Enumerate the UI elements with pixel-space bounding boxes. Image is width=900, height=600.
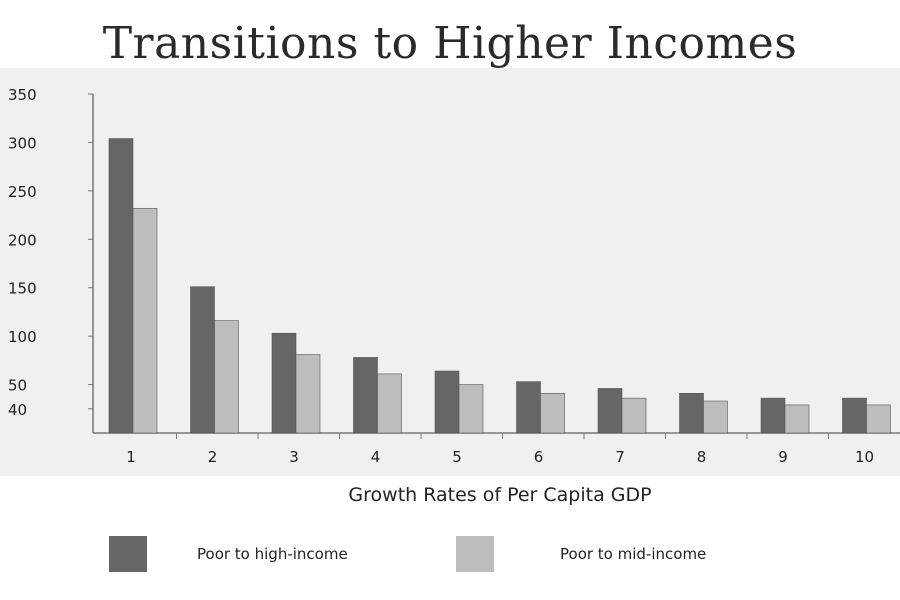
bar-poor-to-mid-income bbox=[540, 392, 565, 434]
bar-poor-to-mid-income bbox=[295, 354, 321, 434]
x-tick-label: 6 bbox=[534, 448, 544, 466]
y-tick-label: 50 bbox=[8, 377, 27, 395]
bar-poor-to-high-income bbox=[516, 381, 541, 434]
x-tick-label: 9 bbox=[778, 448, 788, 466]
bar-poor-to-high-income bbox=[597, 388, 623, 434]
bar-poor-to-mid-income bbox=[621, 397, 647, 434]
x-tick-label: 7 bbox=[615, 448, 625, 466]
y-tick-label: 300 bbox=[8, 134, 37, 152]
bar-poor-to-high-income bbox=[679, 392, 704, 434]
legend-swatch-high-income bbox=[109, 536, 147, 572]
bar-poor-to-high-income bbox=[434, 370, 460, 434]
plot-area: 40 50 100 150 200 250 300 350 1 2 3 4 5 6 7 8 9 10 bbox=[0, 68, 900, 476]
x-axis-title: Growth Rates of Per Capita GDP bbox=[348, 484, 652, 506]
x-tick-label: 3 bbox=[289, 448, 299, 466]
bar-poor-to-mid-income bbox=[377, 373, 402, 434]
x-tick-label: 1 bbox=[126, 448, 136, 466]
bar-poor-to-high-income bbox=[842, 397, 867, 434]
bar-poor-to-mid-income bbox=[703, 400, 728, 434]
legend-label-high-income: Poor to high-income bbox=[197, 545, 348, 563]
y-tick-label: 40 bbox=[8, 401, 27, 419]
bar-poor-to-high-income bbox=[190, 286, 215, 434]
bar-poor-to-high-income bbox=[760, 397, 786, 434]
y-tick-label: 200 bbox=[8, 231, 37, 249]
bar-poor-to-high-income bbox=[271, 332, 297, 434]
legend-label-mid-income: Poor to mid-income bbox=[560, 545, 707, 563]
legend-swatch-mid-income bbox=[456, 536, 494, 572]
x-tick-label: 2 bbox=[208, 448, 218, 466]
x-tick-label: 8 bbox=[697, 448, 707, 466]
y-tick-label: 350 bbox=[8, 86, 37, 104]
x-tick-label: 4 bbox=[371, 448, 381, 466]
bar-poor-to-mid-income bbox=[458, 384, 484, 434]
bar-poor-to-high-income bbox=[353, 357, 378, 434]
y-tick-label: 100 bbox=[8, 328, 37, 346]
x-tick-label: 10 bbox=[855, 448, 874, 466]
y-tick-label: 150 bbox=[8, 280, 37, 298]
bar-poor-to-high-income bbox=[108, 138, 134, 434]
bar-poor-to-mid-income bbox=[784, 404, 810, 434]
bar-poor-to-mid-income bbox=[132, 207, 158, 434]
bar-poor-to-mid-income bbox=[866, 404, 891, 434]
bar-chart: 40 50 100 150 200 250 300 350 1 2 3 4 5 6 7 8 9 10 bbox=[8, 86, 900, 466]
y-tick-label: 250 bbox=[8, 183, 37, 201]
bar-poor-to-mid-income bbox=[214, 320, 239, 434]
chart-title: Transitions to Higher Incomes bbox=[102, 18, 798, 69]
x-tick-label: 5 bbox=[452, 448, 462, 466]
